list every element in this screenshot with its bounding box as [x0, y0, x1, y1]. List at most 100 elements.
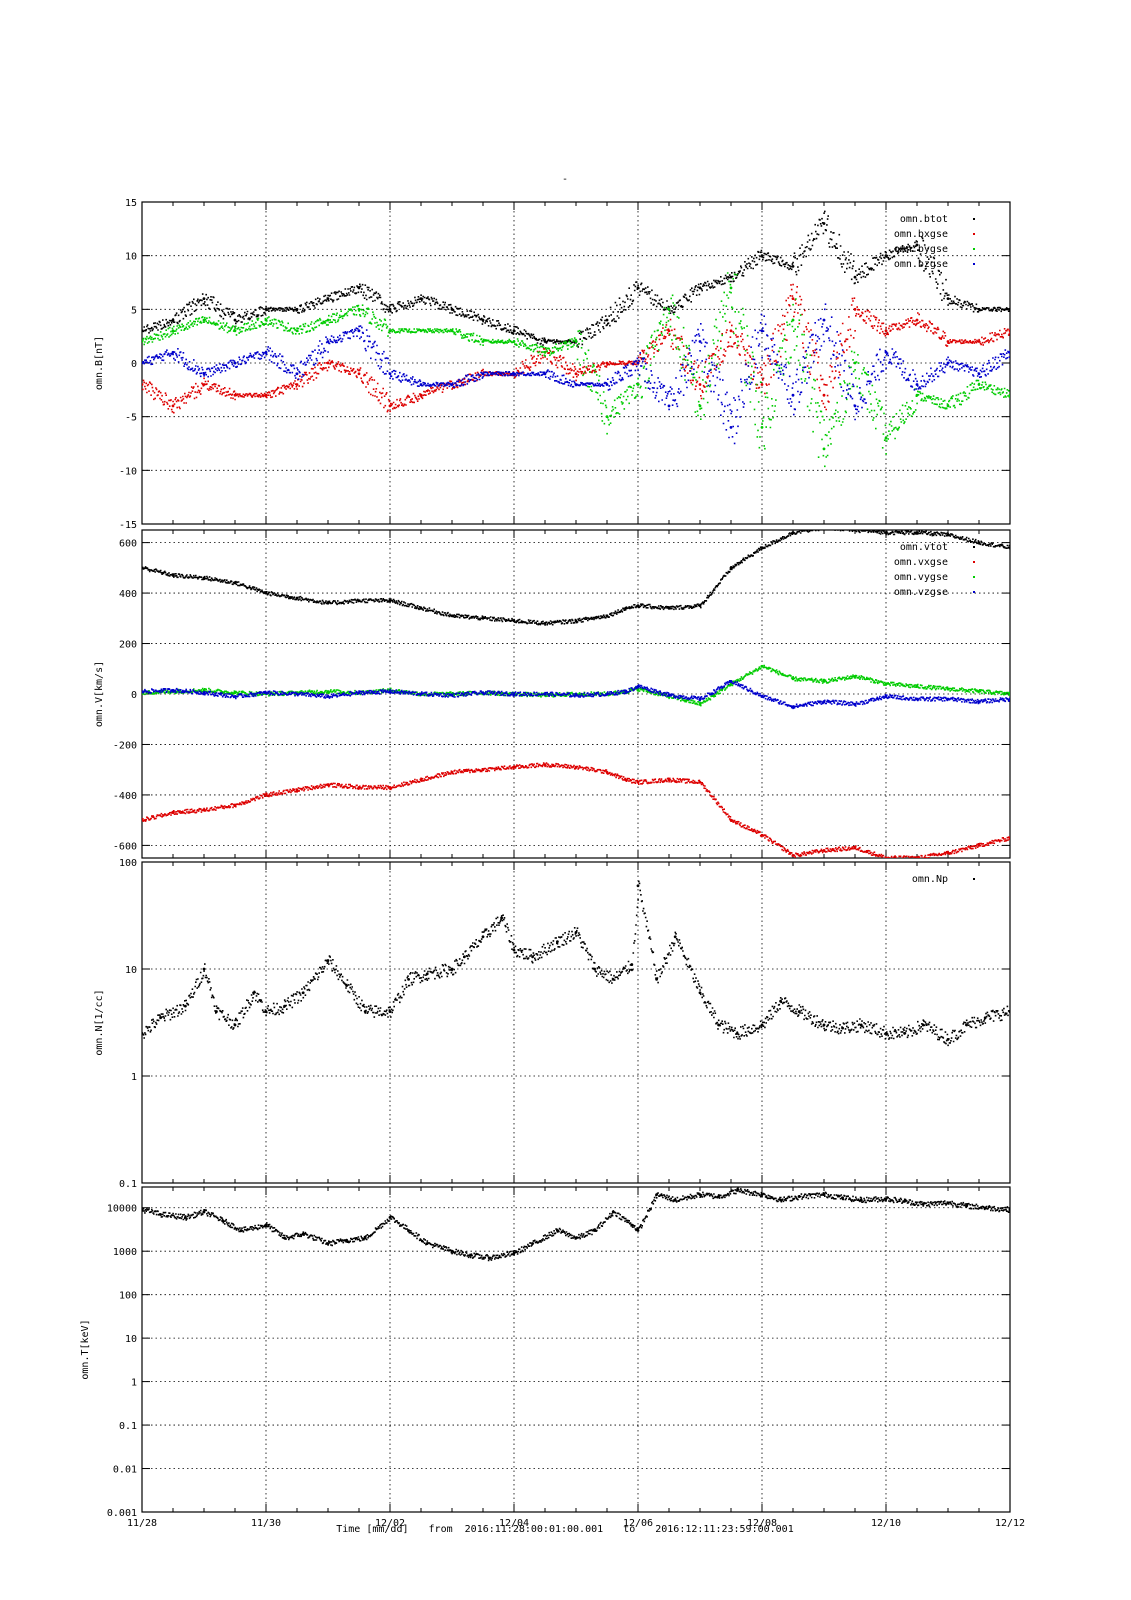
data-point — [760, 426, 764, 429]
data-point — [142, 361, 144, 365]
data-point — [729, 275, 733, 279]
legend-marker — [973, 233, 975, 235]
legend-label: omn.Np — [912, 874, 948, 885]
data-point — [252, 991, 256, 995]
data-point — [1008, 307, 1010, 311]
data-point — [345, 1238, 348, 1242]
data-point — [512, 765, 516, 769]
data-point — [822, 1193, 826, 1197]
data-point — [264, 1223, 268, 1227]
data-point — [915, 383, 919, 386]
data-point — [853, 530, 857, 532]
data-point — [450, 614, 454, 618]
legend-marker — [973, 546, 975, 548]
data-point — [543, 350, 547, 354]
data-point — [142, 818, 144, 822]
data-point — [295, 372, 299, 376]
data-point — [903, 1032, 906, 1035]
data-point — [264, 350, 268, 354]
data-point — [233, 1023, 237, 1027]
x-tick-label: 12/10 — [871, 1518, 901, 1529]
data-point — [884, 1032, 888, 1035]
data-point — [1008, 1010, 1010, 1013]
data-point — [202, 1210, 206, 1214]
y-tick-label: 0 — [131, 690, 137, 701]
data-point — [363, 1010, 367, 1013]
data-point — [853, 404, 857, 408]
data-point — [1008, 329, 1010, 333]
data-point — [822, 1023, 826, 1027]
data-point — [512, 372, 516, 376]
panel-frame — [141, 1186, 1011, 1513]
data-point — [450, 329, 454, 333]
x-tick-label: 12/02 — [375, 1518, 405, 1529]
y-tick-label: 10 — [125, 1334, 137, 1345]
legend-label: omn.bxgse — [894, 229, 948, 240]
data-point — [202, 691, 206, 695]
data-point — [605, 692, 609, 696]
data-point — [388, 307, 392, 311]
data-point — [822, 849, 826, 852]
data-point — [202, 808, 206, 812]
data-point — [822, 393, 826, 397]
data-point — [797, 1010, 801, 1013]
data-point — [450, 307, 454, 311]
data-point — [698, 340, 702, 343]
data-point — [636, 884, 640, 888]
data-point — [853, 361, 857, 365]
data-point — [667, 404, 671, 408]
data-point — [791, 393, 795, 397]
data-point — [425, 972, 429, 976]
data-point — [388, 1010, 392, 1013]
data-point — [884, 436, 888, 440]
legend-label: omn.bygse — [894, 244, 948, 255]
data-point — [543, 340, 547, 343]
data-point — [624, 690, 627, 693]
data-point — [264, 1010, 268, 1013]
x-tick-label: 12/04 — [499, 1518, 529, 1529]
data-point — [556, 1229, 559, 1232]
data-point — [326, 340, 330, 343]
data-point — [946, 851, 950, 855]
data-point — [791, 677, 795, 681]
panel-1: -15 -10 -5 0 5 10 15 omn.B[nT] omn.btot omn.bxgse… — [94, 198, 1011, 531]
series-scatter-cloud — [142, 880, 1010, 1047]
y-tick-label: 0.1 — [119, 1179, 137, 1190]
data-point — [233, 691, 237, 695]
x-tick-label: 12/06 — [623, 1518, 653, 1529]
data-point — [636, 361, 640, 365]
footer-time-label: Time [mm/dd] — [336, 1524, 408, 1535]
legend-marker — [973, 263, 975, 265]
data-point — [264, 318, 268, 322]
data-point — [729, 818, 733, 822]
y-tick-label: 400 — [119, 589, 137, 600]
data-point — [301, 1232, 305, 1236]
data-point — [853, 275, 857, 279]
data-point — [388, 372, 392, 376]
legend-marker — [973, 561, 975, 563]
data-point — [388, 404, 392, 408]
data-point — [636, 383, 640, 386]
data-point — [419, 606, 423, 610]
y-tick-label: -10 — [119, 466, 137, 477]
data-point — [760, 1023, 764, 1027]
data-point — [326, 297, 330, 300]
data-point — [698, 780, 702, 784]
data-point — [419, 383, 423, 386]
panels-group: -15-10-5051015omn.B[nT]omn.btotomn.bxgse… — [80, 198, 1011, 1519]
data-point — [605, 770, 609, 774]
data-point — [915, 685, 919, 688]
data-point — [921, 1202, 925, 1206]
data-point — [636, 604, 640, 608]
data-point — [512, 692, 516, 696]
y-axis-label: omn.B[nT] — [94, 336, 105, 390]
data-point — [326, 695, 330, 698]
data-point — [326, 361, 330, 365]
legend-marker — [973, 576, 975, 578]
data-point — [977, 690, 981, 693]
data-point — [977, 541, 981, 545]
data-point — [884, 1197, 888, 1201]
data-point — [729, 679, 733, 683]
data-point — [574, 619, 578, 623]
data-point — [481, 691, 485, 695]
